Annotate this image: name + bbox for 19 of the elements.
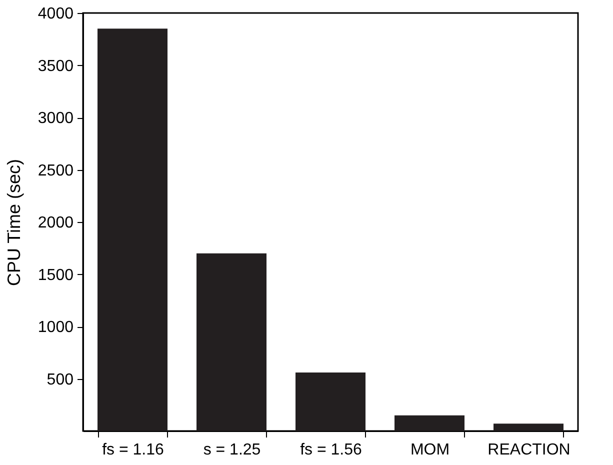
y-tick-label: 1500: [38, 266, 74, 284]
x-tick-label: REACTION: [488, 442, 570, 458]
y-axis-title: CPU Time (sec): [4, 158, 24, 286]
y-tick-label: 500: [46, 371, 74, 388]
x-tick-label: MOM: [410, 442, 450, 458]
x-tick-label: fs = 1.56: [300, 442, 362, 458]
y-tick-label: 1000: [38, 319, 74, 336]
y-tick-label: 3000: [38, 110, 74, 127]
y-tick-label: 2500: [38, 162, 74, 180]
bar: [494, 424, 564, 431]
x-tick-label: s = 1.25: [203, 442, 261, 458]
x-tick-label: fs = 1.16: [102, 442, 164, 458]
bar: [296, 372, 366, 431]
bar: [196, 253, 266, 431]
y-tick-label: 4000: [38, 6, 74, 22]
y-tick-label: 2000: [38, 214, 74, 232]
bar: [98, 28, 168, 431]
bar: [394, 415, 464, 431]
y-tick-label: 3500: [38, 58, 74, 75]
